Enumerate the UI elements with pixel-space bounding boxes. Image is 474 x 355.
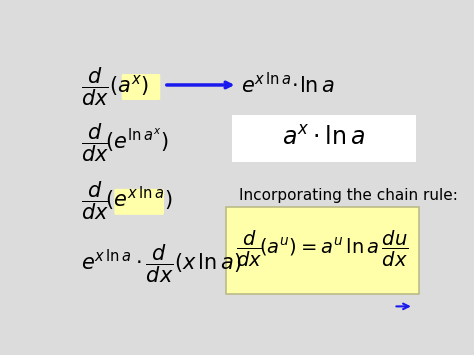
Text: $e^{x\,\mathrm{ln}\,a}\!\cdot\!\mathrm{ln}\,a$: $e^{x\,\mathrm{ln}\,a}\!\cdot\!\mathrm{l… xyxy=(241,72,335,98)
Bar xyxy=(227,207,419,294)
Text: $e^{x\,\mathrm{ln}\,a}\cdot\dfrac{d}{dx}\left(x\,\mathrm{ln}\,a\right)$: $e^{x\,\mathrm{ln}\,a}\cdot\dfrac{d}{dx}… xyxy=(82,243,242,285)
Bar xyxy=(232,115,416,162)
FancyBboxPatch shape xyxy=(122,74,160,100)
Text: $\dfrac{d}{dx}\!\left(e^{\mathrm{ln}\,a^{x}}\right)$: $\dfrac{d}{dx}\!\left(e^{\mathrm{ln}\,a^… xyxy=(82,121,169,164)
Text: $\dfrac{d}{dx}\left(a^{x}\right)$: $\dfrac{d}{dx}\left(a^{x}\right)$ xyxy=(82,65,149,108)
FancyBboxPatch shape xyxy=(114,189,164,215)
Text: $\dfrac{d}{dx}\!\left(a^{u}\right)=a^{u}\,\mathrm{ln}\,a\,\dfrac{du}{dx}$: $\dfrac{d}{dx}\!\left(a^{u}\right)=a^{u}… xyxy=(236,229,408,269)
Text: $\dfrac{d}{dx}\!\left(e^{x\,\mathrm{ln}\,a}\right)$: $\dfrac{d}{dx}\!\left(e^{x\,\mathrm{ln}\… xyxy=(82,180,173,222)
Text: $a^{x}\cdot\mathrm{ln}\,a$: $a^{x}\cdot\mathrm{ln}\,a$ xyxy=(282,126,365,150)
Text: Incorporating the chain rule:: Incorporating the chain rule: xyxy=(239,188,458,203)
